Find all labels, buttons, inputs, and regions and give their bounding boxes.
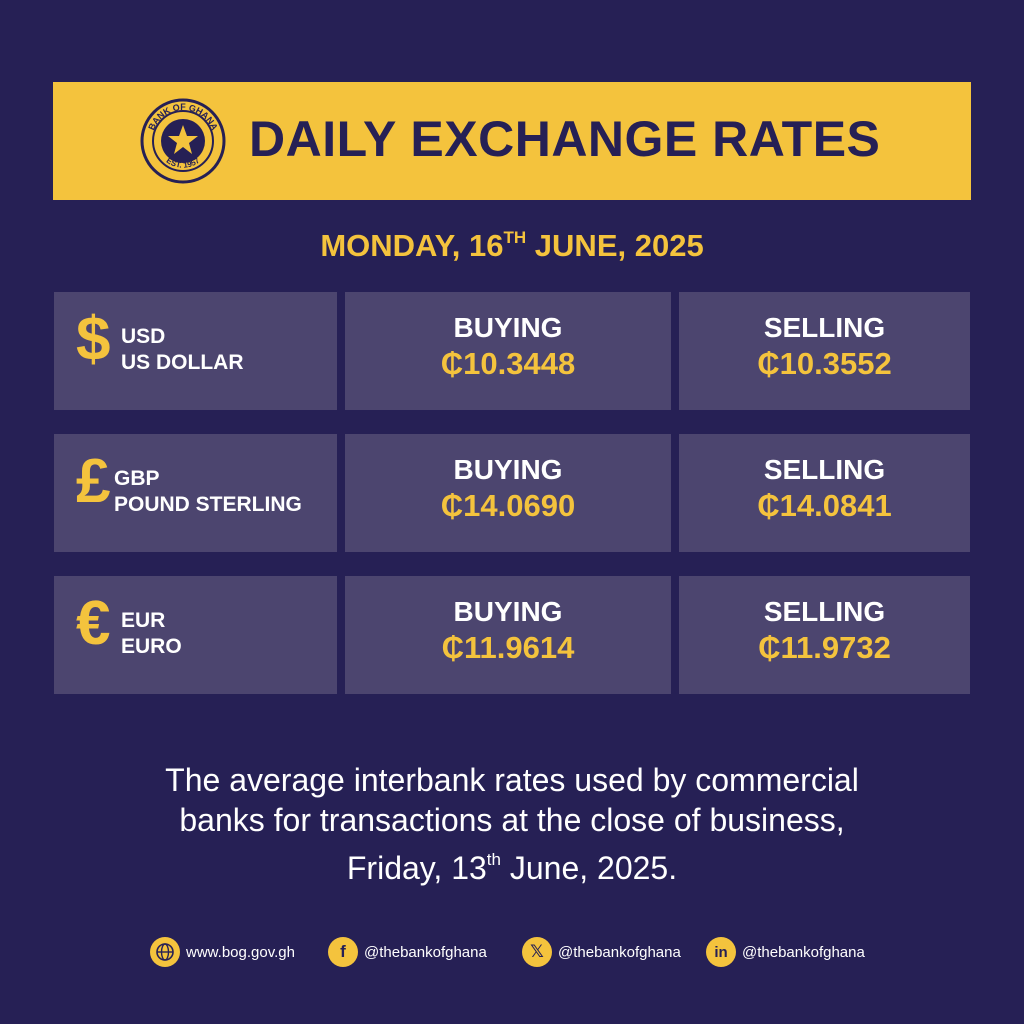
bank-of-ghana-seal-logo: BANK OF GHANA EST. 1957 bbox=[140, 98, 226, 184]
currency-cell-gbp: £ GBP POUND STERLING bbox=[54, 434, 337, 552]
currency-name: EURO bbox=[121, 635, 182, 658]
currency-code: EUR bbox=[121, 609, 166, 632]
buying-rate: ₵14.0690 bbox=[440, 488, 576, 523]
currency-code: GBP bbox=[114, 467, 160, 490]
selling-label: SELLING bbox=[763, 454, 886, 485]
facebook-link[interactable]: f @thebankofghana bbox=[328, 936, 487, 968]
website-text: www.bog.gov.gh bbox=[186, 943, 295, 961]
buying-rate: ₵11.9614 bbox=[441, 630, 575, 665]
x-icon: 𝕏 bbox=[522, 937, 552, 967]
euro-icon: € bbox=[76, 589, 111, 658]
selling-label: SELLING bbox=[763, 312, 886, 343]
buying-rate: ₵10.3448 bbox=[440, 346, 576, 381]
footnote-line-3: Friday, 13th June, 2025. bbox=[100, 840, 924, 888]
footnote-date-rest: June, 2025. bbox=[500, 850, 678, 886]
rates-date: MONDAY, 16TH JUNE, 2025 bbox=[0, 228, 1024, 264]
selling-rate: ₵11.9732 bbox=[758, 630, 891, 665]
buying-cell-gbp: BUYING ₵14.0690 bbox=[345, 434, 671, 552]
dollar-icon: $ bbox=[76, 305, 111, 374]
selling-cell-usd: SELLING ₵10.3552 bbox=[679, 292, 970, 410]
selling-cell-gbp: SELLING ₵14.0841 bbox=[679, 434, 970, 552]
currency-name: POUND STERLING bbox=[114, 493, 302, 516]
seal-text-bottom: EST. 1957 bbox=[165, 156, 202, 170]
selling-label: SELLING bbox=[763, 596, 886, 627]
buying-label: BUYING bbox=[453, 312, 563, 343]
linkedin-handle: @thebankofghana bbox=[742, 943, 865, 961]
date-suffix: TH bbox=[503, 228, 527, 247]
selling-cell-eur: SELLING ₵11.9732 bbox=[679, 576, 970, 694]
date-main: MONDAY, 16 bbox=[320, 228, 504, 263]
selling-rate: ₵14.0841 bbox=[757, 488, 892, 523]
globe-icon bbox=[150, 937, 180, 967]
buying-cell-eur: BUYING ₵11.9614 bbox=[345, 576, 671, 694]
svg-text:EST. 1957: EST. 1957 bbox=[165, 156, 202, 170]
buying-label: BUYING bbox=[453, 596, 563, 627]
footnote-line-1: The average interbank rates used by comm… bbox=[165, 762, 859, 798]
x-link[interactable]: 𝕏 @thebankofghana bbox=[522, 936, 681, 968]
header-banner: BANK OF GHANA EST. 1957 DAILY EXCHANGE R… bbox=[53, 82, 971, 200]
currency-cell-eur: € EUR EURO bbox=[54, 576, 337, 694]
facebook-icon: f bbox=[328, 937, 358, 967]
facebook-handle: @thebankofghana bbox=[364, 943, 487, 961]
footnote-date: Friday, 13 bbox=[346, 850, 487, 886]
rates-footnote: The average interbank rates used by comm… bbox=[100, 760, 924, 888]
currency-cell-usd: $ USD US DOLLAR bbox=[54, 292, 337, 410]
date-rest: JUNE, 2025 bbox=[526, 228, 704, 263]
selling-rate: ₵10.3552 bbox=[757, 346, 892, 381]
buying-cell-usd: BUYING ₵10.3448 bbox=[345, 292, 671, 410]
linkedin-icon: in bbox=[706, 937, 736, 967]
x-handle: @thebankofghana bbox=[558, 943, 681, 961]
currency-name: US DOLLAR bbox=[121, 351, 244, 374]
pound-icon: £ bbox=[76, 447, 111, 516]
currency-code: USD bbox=[121, 325, 166, 348]
buying-label: BUYING bbox=[453, 454, 563, 485]
linkedin-link[interactable]: in @thebankofghana bbox=[706, 936, 865, 968]
website-link[interactable]: www.bog.gov.gh bbox=[150, 936, 295, 968]
footnote-line-2: banks for transactions at the close of b… bbox=[179, 802, 845, 838]
page-title: DAILY EXCHANGE RATES bbox=[249, 111, 881, 167]
footnote-date-suffix: th bbox=[486, 850, 501, 869]
